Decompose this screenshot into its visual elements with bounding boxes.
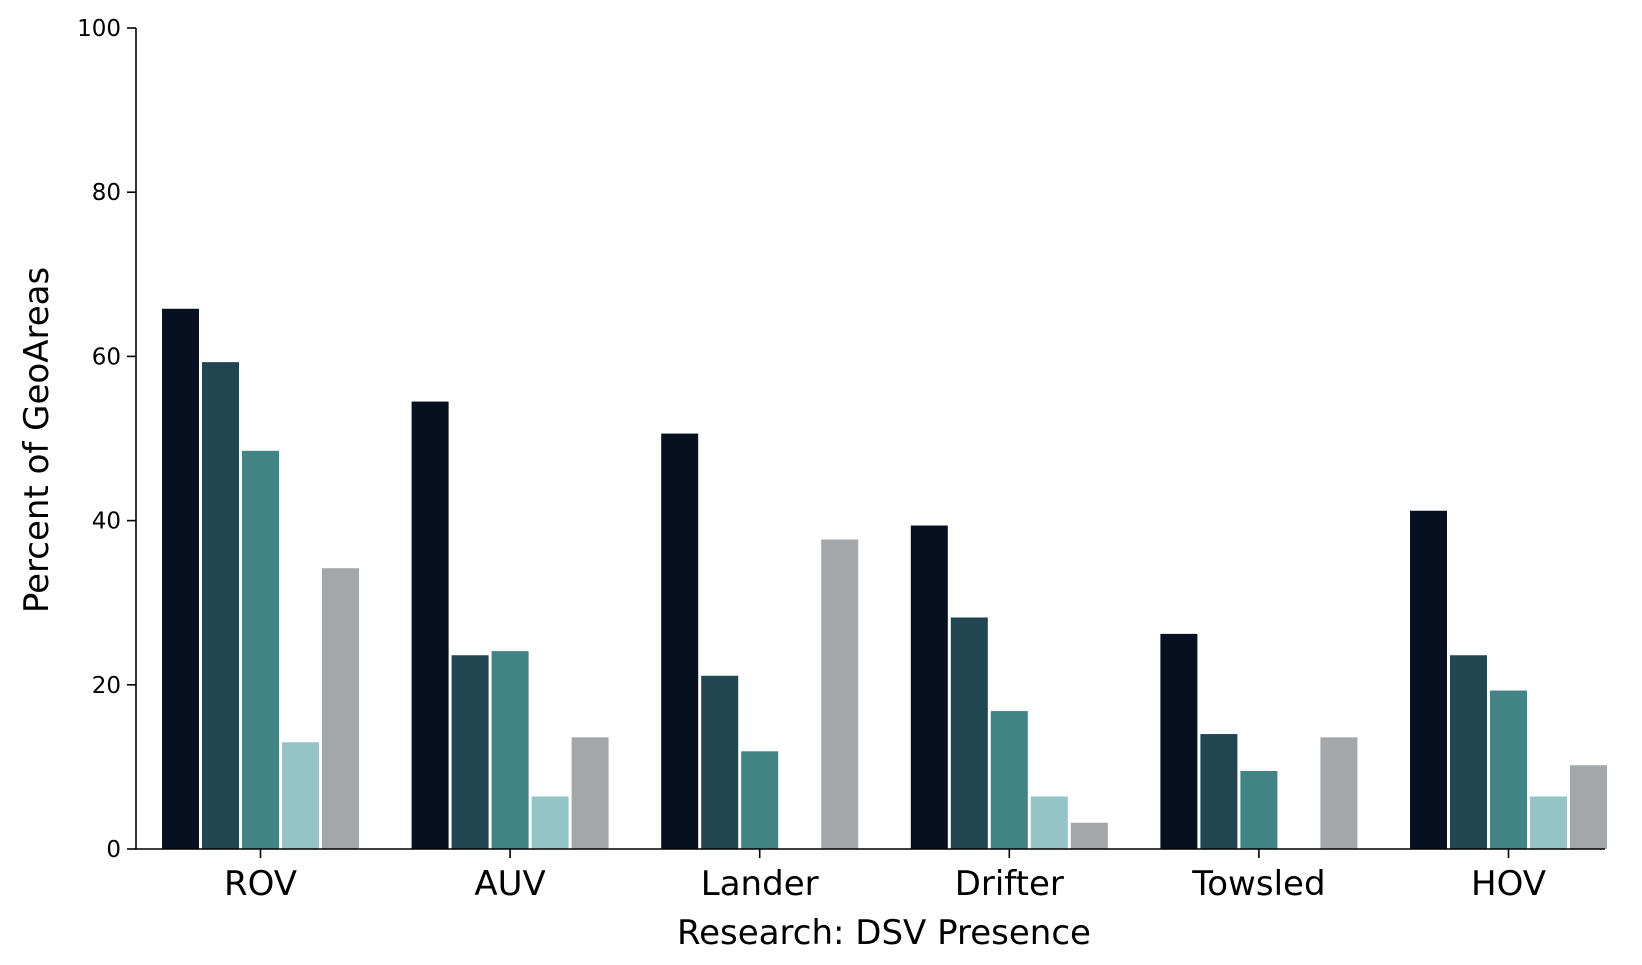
bar-auv-series-1 (411, 401, 449, 849)
bar-hov-series-2 (1450, 655, 1487, 849)
bar-drifter-series-3 (990, 711, 1028, 849)
bar-rov-series-5 (322, 568, 359, 849)
bar-lander-series-1 (661, 433, 699, 849)
bar-drifter-series-2 (950, 617, 988, 849)
bar-towsled-series-2 (1200, 734, 1238, 849)
bar-rov-series-4 (282, 742, 319, 849)
bar-hov-series-5 (1570, 765, 1607, 849)
bars-layer (162, 308, 1607, 850)
bar-lander-series-3 (741, 751, 779, 849)
x-tick-label-rov: ROV (224, 864, 297, 904)
bar-lander-series-2 (701, 675, 739, 849)
bar-rov-series-2 (202, 362, 239, 849)
y-axis-label: Percent of GeoAreas (17, 267, 57, 613)
x-tick-label-lander: Lander (701, 864, 819, 904)
x-axis-ticks: ROV AUV Lander Drifter Towsled HOV (224, 849, 1546, 904)
bar-drifter-series-5 (1070, 822, 1108, 849)
y-tick-label: 100 (77, 16, 121, 42)
x-tick-label-auv: AUV (474, 864, 545, 904)
bar-hov-series-3 (1490, 690, 1527, 849)
x-tick-label-towsled: Towsled (1191, 864, 1325, 904)
bar-rov-series-3 (242, 450, 279, 849)
bar-towsled-series-5 (1320, 737, 1358, 849)
y-tick-label: 40 (92, 509, 121, 535)
bar-auv-series-5 (571, 737, 609, 849)
bar-lander-series-5 (821, 539, 859, 849)
y-tick-label: 0 (106, 837, 121, 863)
bar-auv-series-3 (491, 651, 529, 849)
bar-drifter-series-1 (910, 525, 948, 849)
x-axis-label: Research: DSV Presence (677, 913, 1091, 953)
bar-auv-series-2 (451, 655, 489, 849)
y-tick-label: 60 (92, 344, 121, 370)
bar-hov-series-4 (1530, 796, 1567, 849)
x-tick-label-hov: HOV (1471, 864, 1546, 904)
y-axis-ticks: 0 20 40 60 80 100 (77, 16, 136, 863)
y-tick-label: 80 (92, 180, 121, 206)
bar-rov-series-1 (162, 308, 199, 850)
bar-drifter-series-4 (1030, 796, 1068, 849)
bar-towsled-series-1 (1160, 633, 1198, 849)
bar-hov-series-1 (1410, 510, 1447, 849)
y-tick-label: 20 (92, 673, 121, 699)
bar-towsled-series-3 (1240, 771, 1278, 849)
bar-auv-series-4 (531, 796, 569, 849)
x-tick-label-drifter: Drifter (955, 864, 1064, 904)
